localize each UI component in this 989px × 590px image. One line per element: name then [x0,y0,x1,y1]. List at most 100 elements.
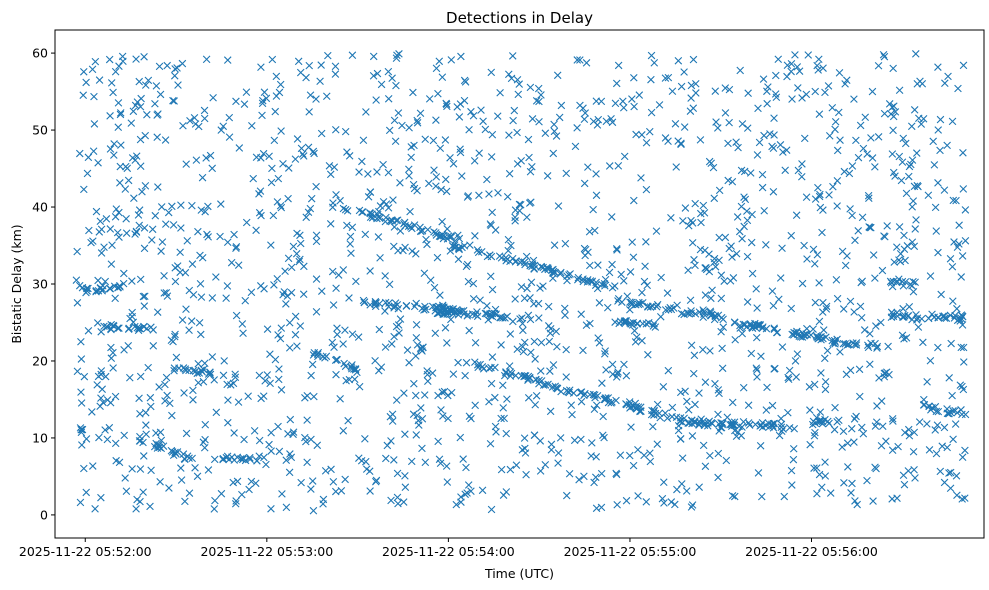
detection-marker [162,373,171,382]
detection-marker [550,241,559,249]
detection-marker [667,498,676,506]
detection-marker [759,75,768,83]
detection-marker [77,428,86,437]
detection-marker [888,495,896,503]
detection-marker [194,122,203,131]
detection-marker [831,125,839,134]
detection-marker [234,261,243,269]
detection-marker [485,364,493,373]
detection-marker [642,238,650,246]
detection-marker [181,365,190,373]
detection-marker [760,131,768,140]
detection-marker [267,447,275,455]
detection-marker [855,365,864,374]
detection-marker [879,50,888,59]
detection-marker [438,217,446,226]
detection-marker [717,271,726,280]
detection-marker [238,490,246,499]
detection-marker [836,348,844,356]
detection-marker [668,87,677,96]
detection-marker [463,193,472,201]
detection-marker [526,83,535,92]
detection-marker [803,255,811,263]
detection-marker [602,366,610,374]
detection-marker [642,185,651,194]
detection-marker [409,180,418,189]
detection-marker [956,381,965,389]
detection-marker [433,253,442,262]
detection-marker [896,250,905,258]
detection-marker [814,183,822,192]
detection-marker [268,55,277,64]
detection-marker [928,310,936,319]
detection-marker [901,428,909,437]
detection-marker [631,338,640,346]
detection-marker [366,188,375,196]
detection-marker [341,475,349,484]
detection-marker [88,408,96,416]
detection-marker [362,108,370,116]
detection-marker [402,302,411,310]
detection-marker [867,223,875,232]
detection-marker [486,272,495,281]
detection-marker [267,504,275,513]
detection-marker [322,92,331,101]
detection-marker [637,174,645,182]
detection-marker [261,377,269,385]
detection-marker [762,324,771,333]
detection-marker [895,86,904,95]
detection-marker [678,418,687,427]
detection-marker [202,154,210,162]
detection-marker [442,462,451,470]
detection-marker [787,60,796,68]
detection-marker [421,135,430,144]
detection-marker [225,133,234,141]
detection-marker [814,334,822,343]
detection-marker [107,79,116,87]
detection-marker [839,339,848,348]
detection-marker [859,429,868,438]
detection-marker [889,64,897,73]
detection-marker [597,97,606,106]
detection-marker [653,400,662,409]
detection-marker [235,144,244,152]
detection-marker [294,57,303,66]
detection-marker [620,360,628,369]
detection-marker [418,227,427,235]
detection-marker [209,93,217,102]
detection-marker [485,190,493,198]
detection-marker [132,55,140,63]
detection-marker [152,82,161,90]
detection-marker [881,232,889,241]
detection-marker [594,334,602,342]
detection-marker [819,326,828,334]
detection-marker [212,273,220,281]
detection-marker [278,490,286,498]
detection-marker [274,375,283,384]
detection-marker [187,317,196,325]
detection-marker [511,217,519,225]
detection-marker [277,324,286,332]
detection-marker [123,164,132,173]
detection-marker [282,456,291,464]
detection-marker [714,410,722,419]
detection-marker [603,303,612,312]
detection-marker [401,472,409,480]
detection-marker [785,366,794,375]
detection-marker [488,130,497,139]
detection-marker [636,403,645,412]
detection-marker [114,99,123,107]
detection-marker [201,207,209,216]
detection-marker [317,129,326,138]
detection-marker [753,366,761,374]
detection-marker [329,301,338,309]
detection-marker [276,334,285,343]
detection-marker [485,397,493,406]
detection-marker [663,414,672,423]
detection-marker [730,492,739,501]
detection-marker [866,329,874,338]
detection-marker [340,359,348,368]
detection-marker [583,278,592,286]
detection-marker [201,435,209,444]
detection-marker [691,199,699,208]
